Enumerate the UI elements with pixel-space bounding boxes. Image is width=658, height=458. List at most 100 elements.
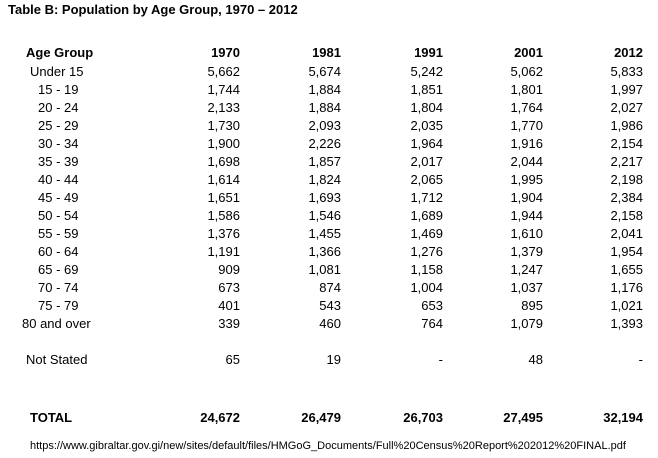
table-cell: 1,176 xyxy=(610,280,643,295)
table-cell: 460 xyxy=(319,316,341,331)
column-header-age-group: Age Group xyxy=(26,45,94,60)
table-cell: 1,586 xyxy=(207,208,240,223)
table-cell: 543 xyxy=(319,298,341,313)
table-cell: 1,712 xyxy=(410,190,443,205)
table-cell: 2,044 xyxy=(510,154,543,169)
table-cell: 401 xyxy=(218,298,240,313)
table-cell: 5,662 xyxy=(207,64,240,79)
table-row: 15 - 19 1,744 1,884 1,851 1,801 1,997 xyxy=(8,81,643,99)
table-cell: 26,479 xyxy=(301,410,341,425)
table-cell: 27,495 xyxy=(503,410,543,425)
table-cell: 2,226 xyxy=(308,136,341,151)
table-cell: 1,997 xyxy=(610,82,643,97)
table-row: 80 and over 339 460 764 1,079 1,393 xyxy=(8,315,643,333)
age-group-label: 45 - 49 xyxy=(38,190,79,205)
spacer-row xyxy=(8,369,643,387)
age-group-label: Under 15 xyxy=(30,64,84,79)
table-row: 45 - 49 1,651 1,693 1,712 1,904 2,384 xyxy=(8,189,643,207)
column-header-1970: 1970 xyxy=(211,45,240,60)
age-group-label: 65 - 69 xyxy=(38,262,79,277)
table-cell: 5,674 xyxy=(308,64,341,79)
table-cell: 673 xyxy=(218,280,240,295)
table-cell: 339 xyxy=(218,316,240,331)
table-row: 50 - 54 1,586 1,546 1,689 1,944 2,158 xyxy=(8,207,643,225)
table-cell: 1,366 xyxy=(308,244,341,259)
table-cell: 1,986 xyxy=(610,118,643,133)
table-cell: 1,376 xyxy=(207,226,240,241)
table-row: 35 - 39 1,698 1,857 2,017 2,044 2,217 xyxy=(8,153,643,171)
table-cell: 1,770 xyxy=(510,118,543,133)
table-cell: 1,037 xyxy=(510,280,543,295)
table-cell: 874 xyxy=(319,280,341,295)
spacer-row xyxy=(8,387,643,407)
table-footer: Not Stated 65 19 - 48 - TOTAL 24,672 26,… xyxy=(8,333,643,429)
source-link[interactable]: https://www.gibraltar.gov.gi/new/sites/d… xyxy=(30,440,626,452)
table-row: 30 - 34 1,900 2,226 1,964 1,916 2,154 xyxy=(8,135,643,153)
table-row: 75 - 79 401 543 653 895 1,021 xyxy=(8,297,643,315)
table-cell: 1,689 xyxy=(410,208,443,223)
table-cell: 1,655 xyxy=(610,262,643,277)
table-cell: 1,730 xyxy=(207,118,240,133)
table-cell: 1,904 xyxy=(510,190,543,205)
table-cell: 1,455 xyxy=(308,226,341,241)
table-row: Under 15 5,662 5,674 5,242 5,062 5,833 xyxy=(8,63,643,81)
table-cell: 1,469 xyxy=(410,226,443,241)
table-cell: 1,954 xyxy=(610,244,643,259)
age-group-label: 80 and over xyxy=(22,316,91,331)
table-row: 65 - 69 909 1,081 1,158 1,247 1,655 xyxy=(8,261,643,279)
age-group-label: 25 - 29 xyxy=(38,118,79,133)
table-cell: 909 xyxy=(218,262,240,277)
table-cell: 1,698 xyxy=(207,154,240,169)
table-cell: 5,062 xyxy=(510,64,543,79)
table-cell: 1,079 xyxy=(510,316,543,331)
column-header-2012: 2012 xyxy=(614,45,643,60)
table-cell: 653 xyxy=(421,298,443,313)
age-group-label: 20 - 24 xyxy=(38,100,79,115)
total-row: TOTAL 24,672 26,479 26,703 27,495 32,194 xyxy=(8,407,643,429)
table-cell: 19 xyxy=(326,352,341,367)
table-cell: 1,693 xyxy=(308,190,341,205)
table-title: Table B: Population by Age Group, 1970 –… xyxy=(8,2,298,17)
table-row: 60 - 64 1,191 1,366 1,276 1,379 1,954 xyxy=(8,243,643,261)
table-cell: 2,065 xyxy=(410,172,443,187)
age-group-label: 60 - 64 xyxy=(38,244,79,259)
table-cell: 895 xyxy=(521,298,543,313)
not-stated-label: Not Stated xyxy=(26,352,88,367)
table-cell: 24,672 xyxy=(200,410,240,425)
table-cell: - xyxy=(438,352,443,367)
column-header-2001: 2001 xyxy=(514,45,543,60)
column-header-1981: 1981 xyxy=(312,45,341,60)
table-cell: 1,081 xyxy=(308,262,341,277)
age-group-label: 30 - 34 xyxy=(38,136,79,151)
table-cell: 48 xyxy=(528,352,543,367)
table-cell: 2,133 xyxy=(207,100,240,115)
age-group-label: 35 - 39 xyxy=(38,154,79,169)
table-cell: 2,017 xyxy=(410,154,443,169)
table-cell: 1,004 xyxy=(410,280,443,295)
table-cell: 1,824 xyxy=(308,172,341,187)
table-cell: - xyxy=(638,352,643,367)
table-cell: 1,191 xyxy=(207,244,240,259)
table-cell: 1,964 xyxy=(410,136,443,151)
table-cell: 26,703 xyxy=(403,410,443,425)
table-cell: 1,393 xyxy=(610,316,643,331)
table-cell: 2,027 xyxy=(610,100,643,115)
table-cell: 1,158 xyxy=(410,262,443,277)
table-cell: 2,035 xyxy=(410,118,443,133)
table-cell: 2,158 xyxy=(610,208,643,223)
table-cell: 1,379 xyxy=(510,244,543,259)
table-row: 55 - 59 1,376 1,455 1,469 1,610 2,041 xyxy=(8,225,643,243)
table-cell: 1,900 xyxy=(207,136,240,151)
table-cell: 1,884 xyxy=(308,100,341,115)
total-label: TOTAL xyxy=(30,410,73,425)
age-group-label: 15 - 19 xyxy=(38,82,79,97)
table-cell: 1,851 xyxy=(410,82,443,97)
table-cell: 1,884 xyxy=(308,82,341,97)
header-row: Age Group 1970 1981 1991 2001 2012 xyxy=(8,43,643,63)
age-group-label: 55 - 59 xyxy=(38,226,79,241)
table-row: 70 - 74 673 874 1,004 1,037 1,176 xyxy=(8,279,643,297)
table-cell: 2,093 xyxy=(308,118,341,133)
table-cell: 1,546 xyxy=(308,208,341,223)
table-cell: 2,217 xyxy=(610,154,643,169)
spacer-row xyxy=(8,333,643,351)
